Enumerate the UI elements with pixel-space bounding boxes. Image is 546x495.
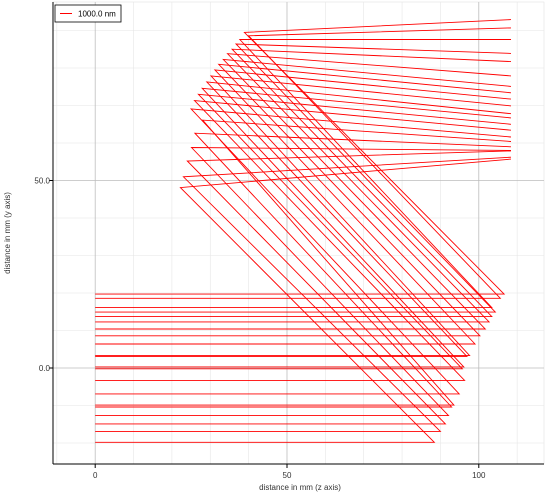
ray-21 (95, 158, 512, 443)
legend: 1000.0 nm (54, 4, 122, 23)
ray-5 (95, 48, 512, 318)
series-layer (95, 19, 512, 443)
ray-11 (95, 81, 512, 357)
ray-7 (95, 58, 512, 330)
x-tick-label: 50 (283, 471, 292, 480)
major-grid (53, 2, 544, 464)
ray-18 (95, 147, 512, 417)
x-tick-label: 0 (93, 471, 98, 480)
tick-labels: 0 50 100 0.0 50.0 (34, 177, 486, 481)
ray-16 (95, 119, 512, 406)
x-axis-label: distance in mm (z axis) (259, 483, 341, 492)
ray-6 (95, 53, 512, 323)
ray-14 (95, 100, 512, 381)
ray-8 (95, 63, 512, 337)
ray-1 (95, 19, 512, 295)
ray-17 (95, 132, 512, 408)
ray-10 (95, 75, 512, 357)
ray-2 (95, 27, 512, 299)
ray-13 (95, 93, 512, 370)
y-tick-label: 50.0 (34, 177, 50, 186)
legend-label: 1000.0 nm (78, 10, 116, 19)
legend-box (54, 4, 122, 23)
ray-19 (95, 150, 512, 425)
ray-20 (95, 156, 512, 432)
ray-12 (95, 87, 512, 368)
ray-9 (95, 69, 512, 345)
ray-3 (95, 39, 511, 309)
axes (52, 2, 544, 465)
y-axis-label: distance in mm (y axis) (3, 192, 12, 274)
y-tick-label: 0.0 (39, 364, 51, 373)
ray-4 (95, 43, 512, 313)
plot-area (52, 1, 545, 465)
x-tick-label: 100 (472, 471, 486, 480)
ray-15 (95, 108, 512, 395)
